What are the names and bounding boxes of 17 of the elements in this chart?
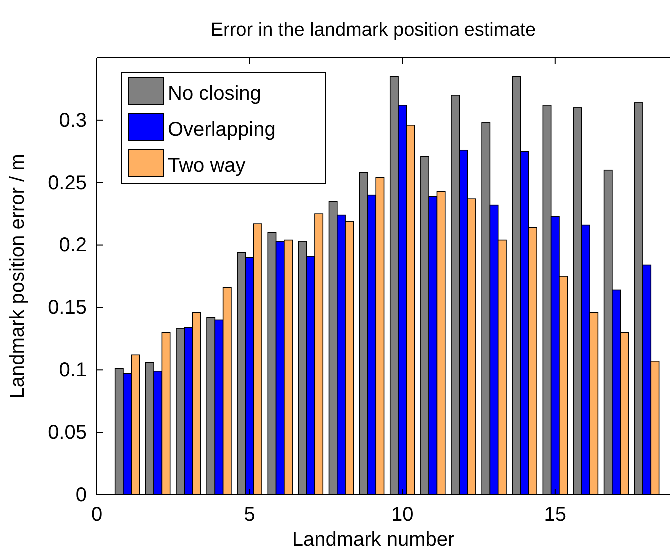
legend-label: Overlapping bbox=[168, 119, 276, 141]
y-tick-label: 0.1 bbox=[59, 360, 87, 382]
legend-label: No closing bbox=[168, 83, 262, 105]
y-tick-label: 0.3 bbox=[59, 110, 87, 132]
y-axis-title: Landmark position error / m bbox=[7, 154, 29, 399]
y-tick-label: 0.2 bbox=[59, 234, 87, 257]
x-tick-label: 0 bbox=[91, 504, 103, 526]
x-axis-title: Landmark number bbox=[292, 529, 455, 551]
y-tick-label: 0.15 bbox=[48, 297, 87, 320]
x-tick-label: 10 bbox=[391, 504, 414, 526]
y-tick-label: 0 bbox=[76, 484, 87, 506]
y-tick-label: 0.25 bbox=[48, 172, 87, 194]
chart-title: Error in the landmark position estimate bbox=[210, 20, 536, 41]
y-tick-label: 0.05 bbox=[48, 422, 87, 444]
x-tick-label: 15 bbox=[544, 504, 567, 526]
x-tick-label: 5 bbox=[244, 504, 256, 526]
legend-label: Two way bbox=[168, 155, 246, 177]
